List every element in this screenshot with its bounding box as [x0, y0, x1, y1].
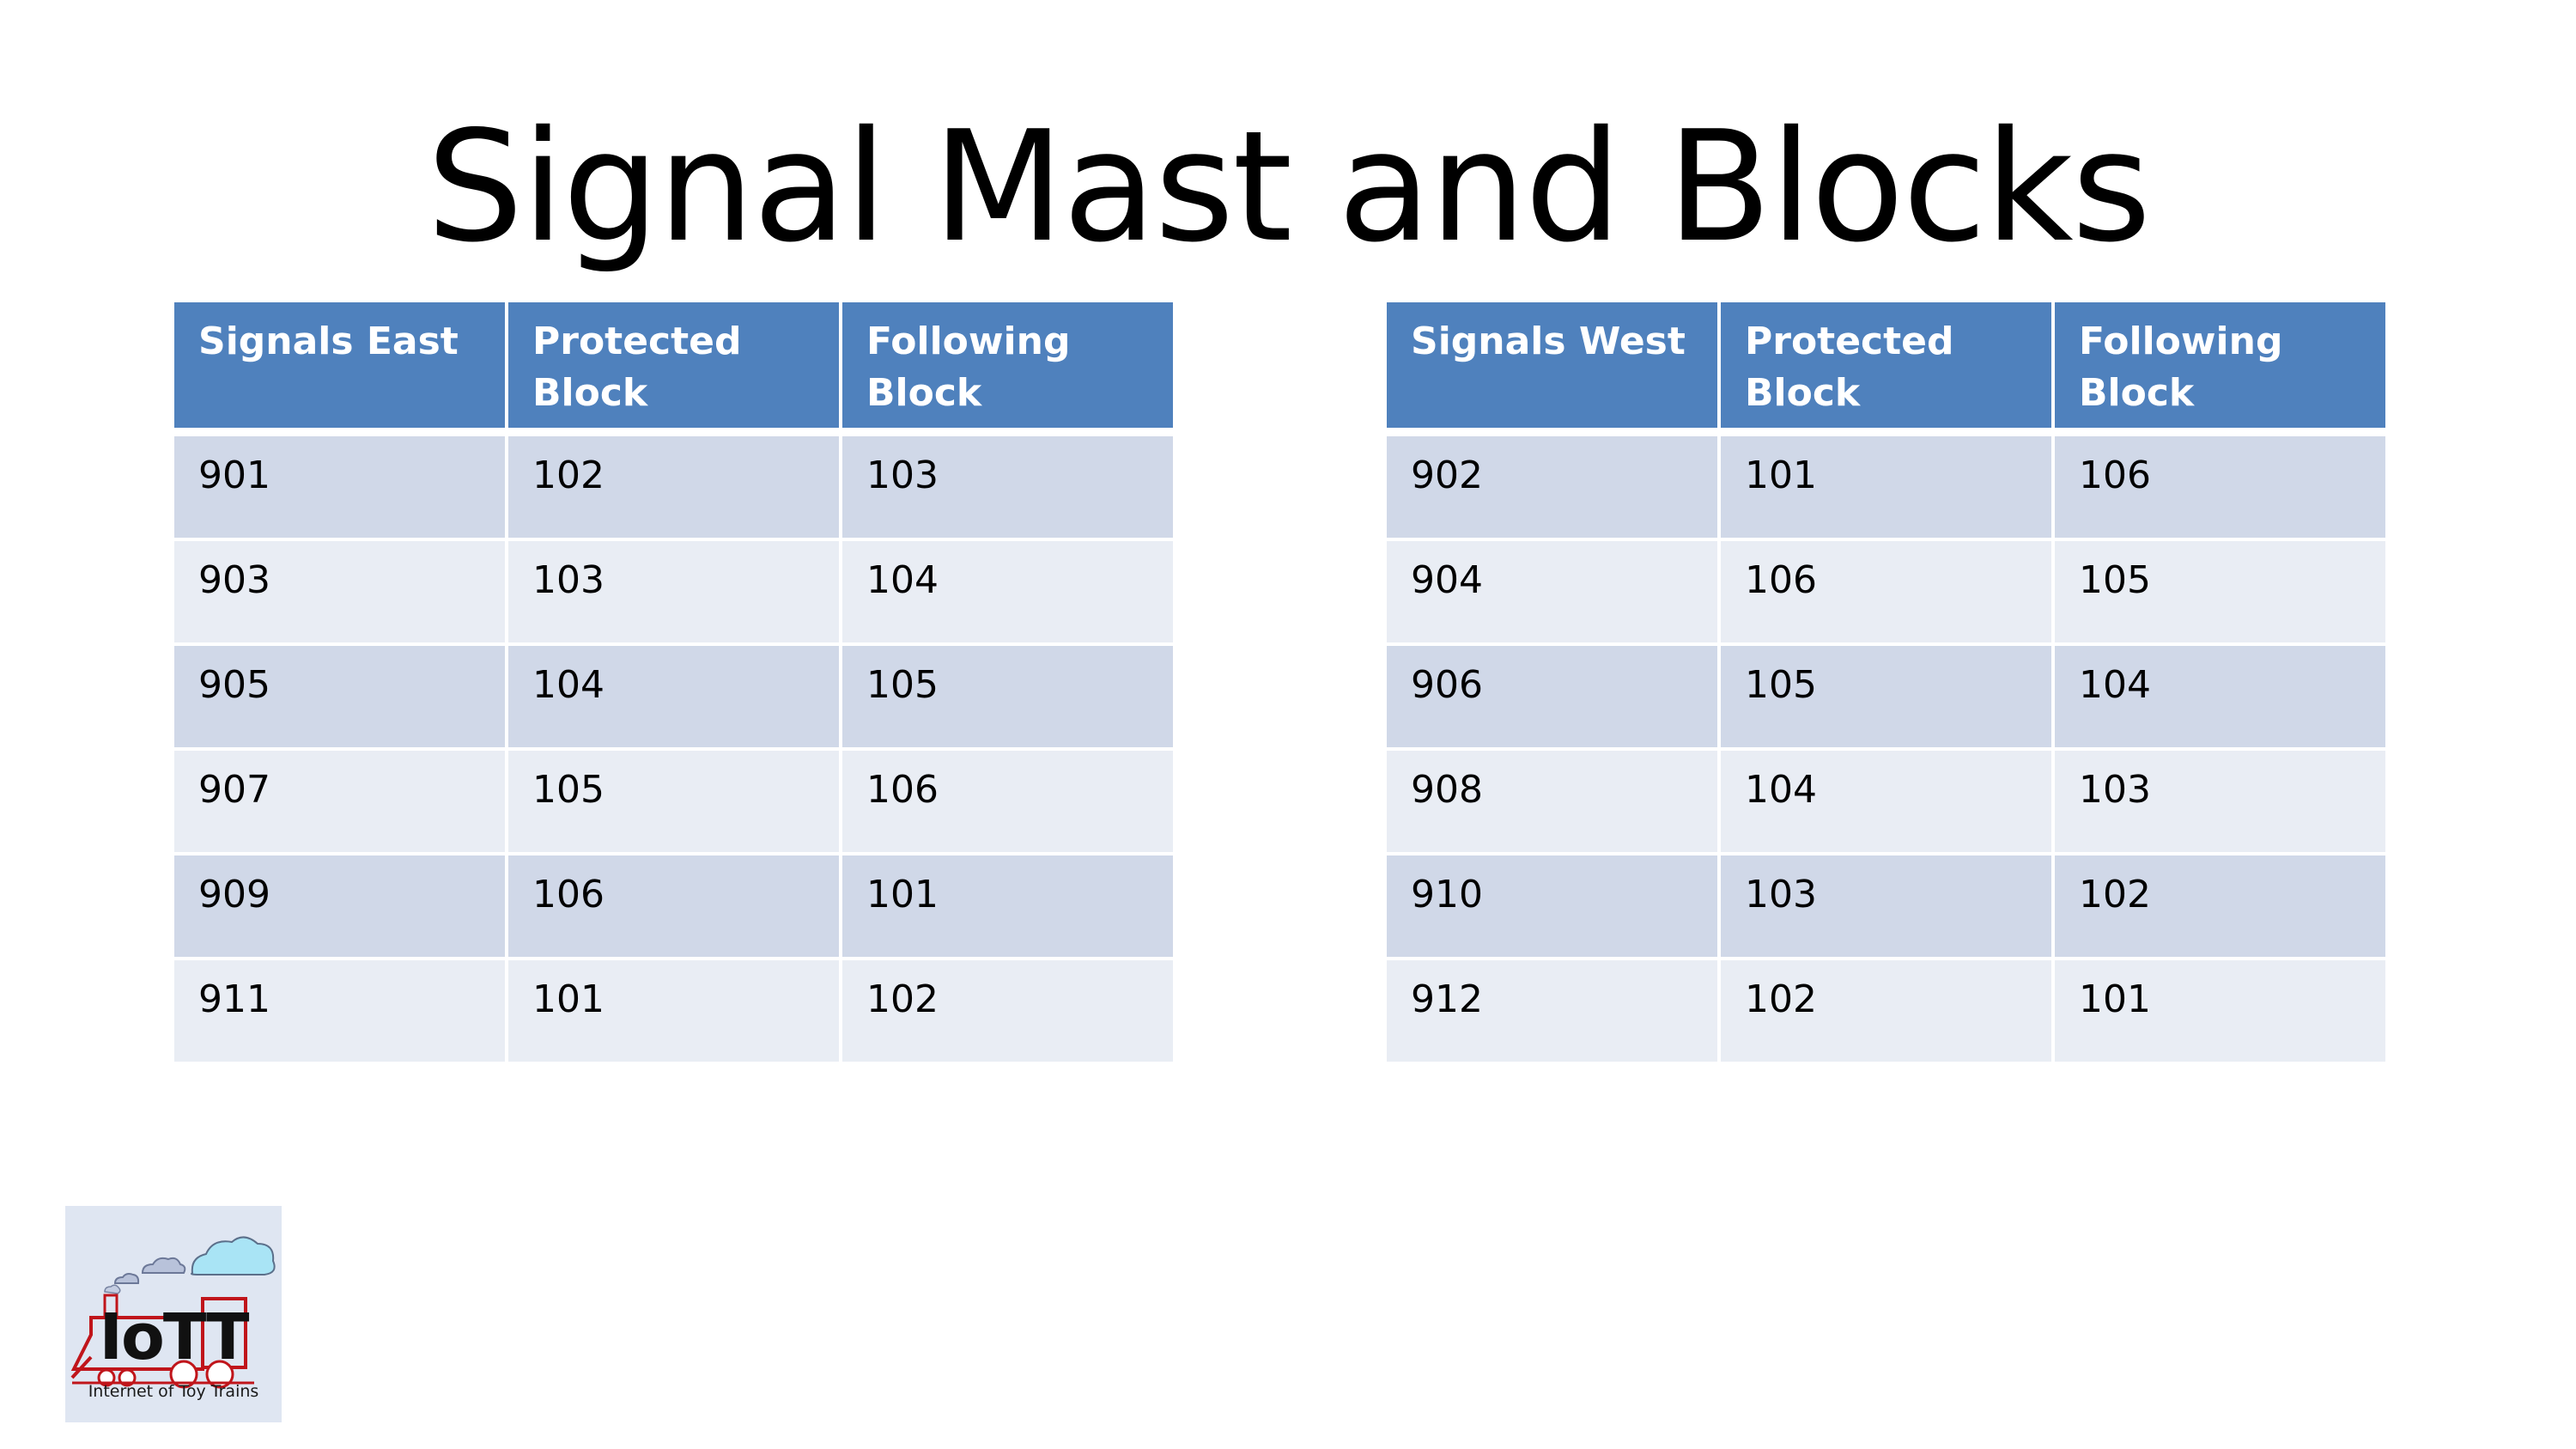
protected-block-cell: 106 [508, 855, 839, 957]
protected-block-cell: 104 [508, 646, 839, 747]
column-header-protected-block: Protected Block [508, 302, 839, 433]
following-block-cell: 104 [842, 541, 1173, 642]
protected-block-cell: 101 [508, 960, 839, 1062]
signal-cell: 912 [1387, 960, 1717, 1062]
signals-west-table: Signals West Protected Block Following B… [1383, 299, 2389, 1065]
signal-cell: 907 [174, 751, 505, 852]
following-block-cell: 106 [842, 751, 1173, 852]
table-row: 910 103 102 [1387, 855, 2385, 957]
column-header-signals-west: Signals West [1387, 302, 1717, 433]
protected-block-cell: 101 [1721, 436, 2051, 538]
signal-cell: 901 [174, 436, 505, 538]
protected-block-cell: 106 [1721, 541, 2051, 642]
table-row: 905 104 105 [174, 646, 1173, 747]
logo-tagline: Internet of Toy Trains [88, 1382, 259, 1401]
slide-title: Signal Mast and Blocks [426, 98, 2152, 276]
column-header-following-block: Following Block [842, 302, 1173, 433]
protected-block-cell: 104 [1721, 751, 2051, 852]
signal-cell: 911 [174, 960, 505, 1062]
signal-cell: 906 [1387, 646, 1717, 747]
table-row: 904 106 105 [1387, 541, 2385, 642]
table-row: 903 103 104 [174, 541, 1173, 642]
following-block-cell: 105 [842, 646, 1173, 747]
table-row: 906 105 104 [1387, 646, 2385, 747]
table-row: 907 105 106 [174, 751, 1173, 852]
following-block-cell: 106 [2055, 436, 2385, 538]
protected-block-cell: 103 [1721, 855, 2051, 957]
signal-cell: 910 [1387, 855, 1717, 957]
protected-block-cell: 105 [508, 751, 839, 852]
following-block-cell: 104 [2055, 646, 2385, 747]
protected-block-cell: 102 [508, 436, 839, 538]
following-block-cell: 101 [2055, 960, 2385, 1062]
toy-train-logo-icon: IoTT [70, 1236, 276, 1389]
column-header-following-block: Following Block [2055, 302, 2385, 433]
protected-block-cell: 102 [1721, 960, 2051, 1062]
table-row: 908 104 103 [1387, 751, 2385, 852]
column-header-signals-east: Signals East [174, 302, 505, 433]
protected-block-cell: 105 [1721, 646, 2051, 747]
table-row: 911 101 102 [174, 960, 1173, 1062]
following-block-cell: 101 [842, 855, 1173, 957]
table-header-row: Signals West Protected Block Following B… [1387, 302, 2385, 433]
signal-cell: 909 [174, 855, 505, 957]
signals-east-table: Signals East Protected Block Following B… [171, 299, 1176, 1065]
table-header-row: Signals East Protected Block Following B… [174, 302, 1173, 433]
signal-cell: 905 [174, 646, 505, 747]
column-header-protected-block: Protected Block [1721, 302, 2051, 433]
table-row: 912 102 101 [1387, 960, 2385, 1062]
following-block-cell: 105 [2055, 541, 2385, 642]
table-row: 901 102 103 [174, 436, 1173, 538]
following-block-cell: 103 [2055, 751, 2385, 852]
following-block-cell: 103 [842, 436, 1173, 538]
signal-cell: 903 [174, 541, 505, 642]
protected-block-cell: 103 [508, 541, 839, 642]
signal-cell: 902 [1387, 436, 1717, 538]
signal-cell: 904 [1387, 541, 1717, 642]
table-row: 902 101 106 [1387, 436, 2385, 538]
table-row: 909 106 101 [174, 855, 1173, 957]
following-block-cell: 102 [2055, 855, 2385, 957]
iott-logo: IoTT Internet of Toy Trains [65, 1206, 282, 1422]
svg-text:IoTT: IoTT [99, 1300, 250, 1374]
signal-cell: 908 [1387, 751, 1717, 852]
following-block-cell: 102 [842, 960, 1173, 1062]
